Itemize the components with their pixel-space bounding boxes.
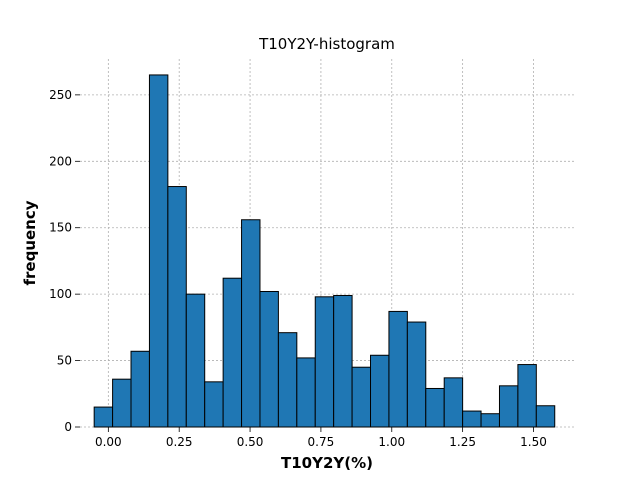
bars xyxy=(93,74,556,428)
histogram-bar xyxy=(314,296,335,428)
histogram-bar xyxy=(259,290,279,428)
y-tick-label: 150 xyxy=(49,221,72,235)
histogram-bar xyxy=(333,294,353,428)
histogram-bar xyxy=(93,406,114,428)
histogram-bar xyxy=(296,357,316,428)
histogram-bar xyxy=(277,332,298,428)
histogram-bar xyxy=(406,321,427,428)
chart-title: T10Y2Y-histogram xyxy=(258,35,395,53)
y-tick-label: 100 xyxy=(49,287,72,301)
histogram-bar xyxy=(351,366,372,428)
histogram-bar xyxy=(388,310,408,428)
x-tick-label: 0.75 xyxy=(308,435,335,449)
histogram-bar xyxy=(443,377,464,428)
histogram-bar xyxy=(112,378,132,428)
y-tick-label: 250 xyxy=(49,88,72,102)
histogram-bar xyxy=(204,381,224,428)
x-tick-label: 1.25 xyxy=(449,435,476,449)
histogram-bar xyxy=(425,387,445,428)
x-axis-label: T10Y2Y(%) xyxy=(281,454,373,472)
x-tick-label: 1.50 xyxy=(520,435,547,449)
histogram-bar xyxy=(498,385,519,428)
x-tick-label: 0.00 xyxy=(95,435,122,449)
histogram-bar xyxy=(517,364,537,428)
histogram-bar xyxy=(148,74,169,428)
histogram-bar xyxy=(241,219,261,428)
histogram-bar xyxy=(167,186,187,428)
y-tick-label: 200 xyxy=(49,154,72,168)
histogram-bar xyxy=(480,413,500,428)
y-axis-label: frequency xyxy=(21,200,39,285)
x-axis-ticks: 0.00 0.25 0.50 0.75 1.00 1.25 1.50 xyxy=(95,427,547,449)
y-tick-label: 0 xyxy=(64,420,72,434)
histogram-bar xyxy=(185,293,206,428)
y-tick-label: 50 xyxy=(57,354,72,368)
x-tick-label: 0.25 xyxy=(166,435,193,449)
histogram-bar xyxy=(370,354,390,428)
y-axis-ticks: 0 50 100 150 200 250 xyxy=(49,88,80,434)
histogram-bar xyxy=(535,405,556,428)
x-tick-label: 1.00 xyxy=(378,435,405,449)
histogram-bar xyxy=(130,350,150,428)
x-tick-label: 0.50 xyxy=(237,435,264,449)
histogram-bar xyxy=(222,277,243,428)
histogram-bar xyxy=(462,410,482,428)
